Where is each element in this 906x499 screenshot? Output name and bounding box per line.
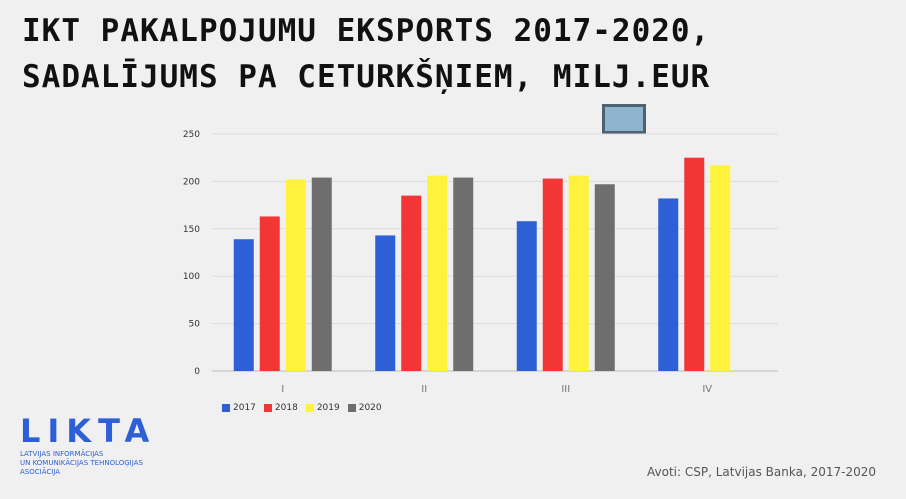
chart-title-line-1: IKT PAKALPOJUMU EKSPORTS 2017-2020, [22,13,711,49]
bar-2020-I [311,177,332,371]
bar-2017-I [233,239,254,371]
bar-2017-III [516,221,537,371]
legend-swatch [305,404,314,412]
legend-item-2017: 2017 [222,403,256,413]
y-tick-label: 0 [194,367,200,377]
legend-swatch [263,404,272,412]
bar-2017-II [375,235,396,371]
y-tick-label: 50 [189,320,201,330]
y-tick-label: 150 [183,225,200,235]
bars [233,157,731,371]
legend-label: 2019 [316,403,340,413]
logo-subtitle-line-2: UN KOMUNIKĀCIJAS TEHNOLOĢIJAS [20,459,143,467]
x-axis-categories: I II III IV [281,384,712,395]
gridlines [212,133,778,372]
legend-item-2020: 2020 [347,403,382,413]
x-category-label: III [561,384,570,395]
bar-2019-III [568,175,589,371]
bar-2019-I [285,179,306,371]
legend-label: 2017 [233,403,256,413]
legend-swatch [222,404,230,412]
source-note: Avoti: CSP, Latvijas Banka, 2017-2020 [647,465,876,479]
chart-title: IKT PAKALPOJUMU EKSPORTS 2017-2020, SADA… [22,8,892,100]
bar-2019-IV [710,165,731,371]
bar-2019-II [427,175,448,371]
bar-2018-III [542,178,563,371]
legend: 2017 2018 2019 2020 [222,403,382,413]
legend-item-2019: 2019 [305,403,340,413]
bar-2020-III [594,184,615,371]
decorative-box [602,104,646,134]
x-category-label: II [421,384,427,395]
bar-2018-IV [684,157,705,371]
chart-title-line-2: SADALĪJUMS PA CETURKŠŅIEM, MILJ.EUR [22,59,711,95]
y-tick-label: 200 [183,177,200,187]
bar-2018-II [401,195,422,371]
y-axis-ticks: 0 50 100 150 200 250 [183,130,200,377]
legend-item-2018: 2018 [263,403,298,413]
likta-logo: LIKTA LATVIJAS INFORMĀCIJAS UN KOMUNIKĀC… [20,414,156,477]
legend-label: 2018 [274,403,298,413]
y-tick-label: 100 [183,272,200,282]
x-category-label: IV [702,384,712,395]
bar-2017-IV [658,198,679,371]
logo-subtitle-line-1: LATVIJAS INFORMĀCIJAS [20,450,104,458]
logo-subtitle-line-3: ASOCIĀCIJA [20,468,61,476]
y-tick-label: 250 [183,130,200,140]
legend-label: 2020 [358,403,382,413]
logo-wordmark: LIKTA [20,412,157,450]
logo-subtitle: LATVIJAS INFORMĀCIJAS UN KOMUNIKĀCIJAS T… [20,450,156,477]
x-category-label: I [281,384,284,395]
bar-2020-II [453,177,474,371]
bar-2018-I [259,216,280,371]
legend-swatch [347,404,356,412]
